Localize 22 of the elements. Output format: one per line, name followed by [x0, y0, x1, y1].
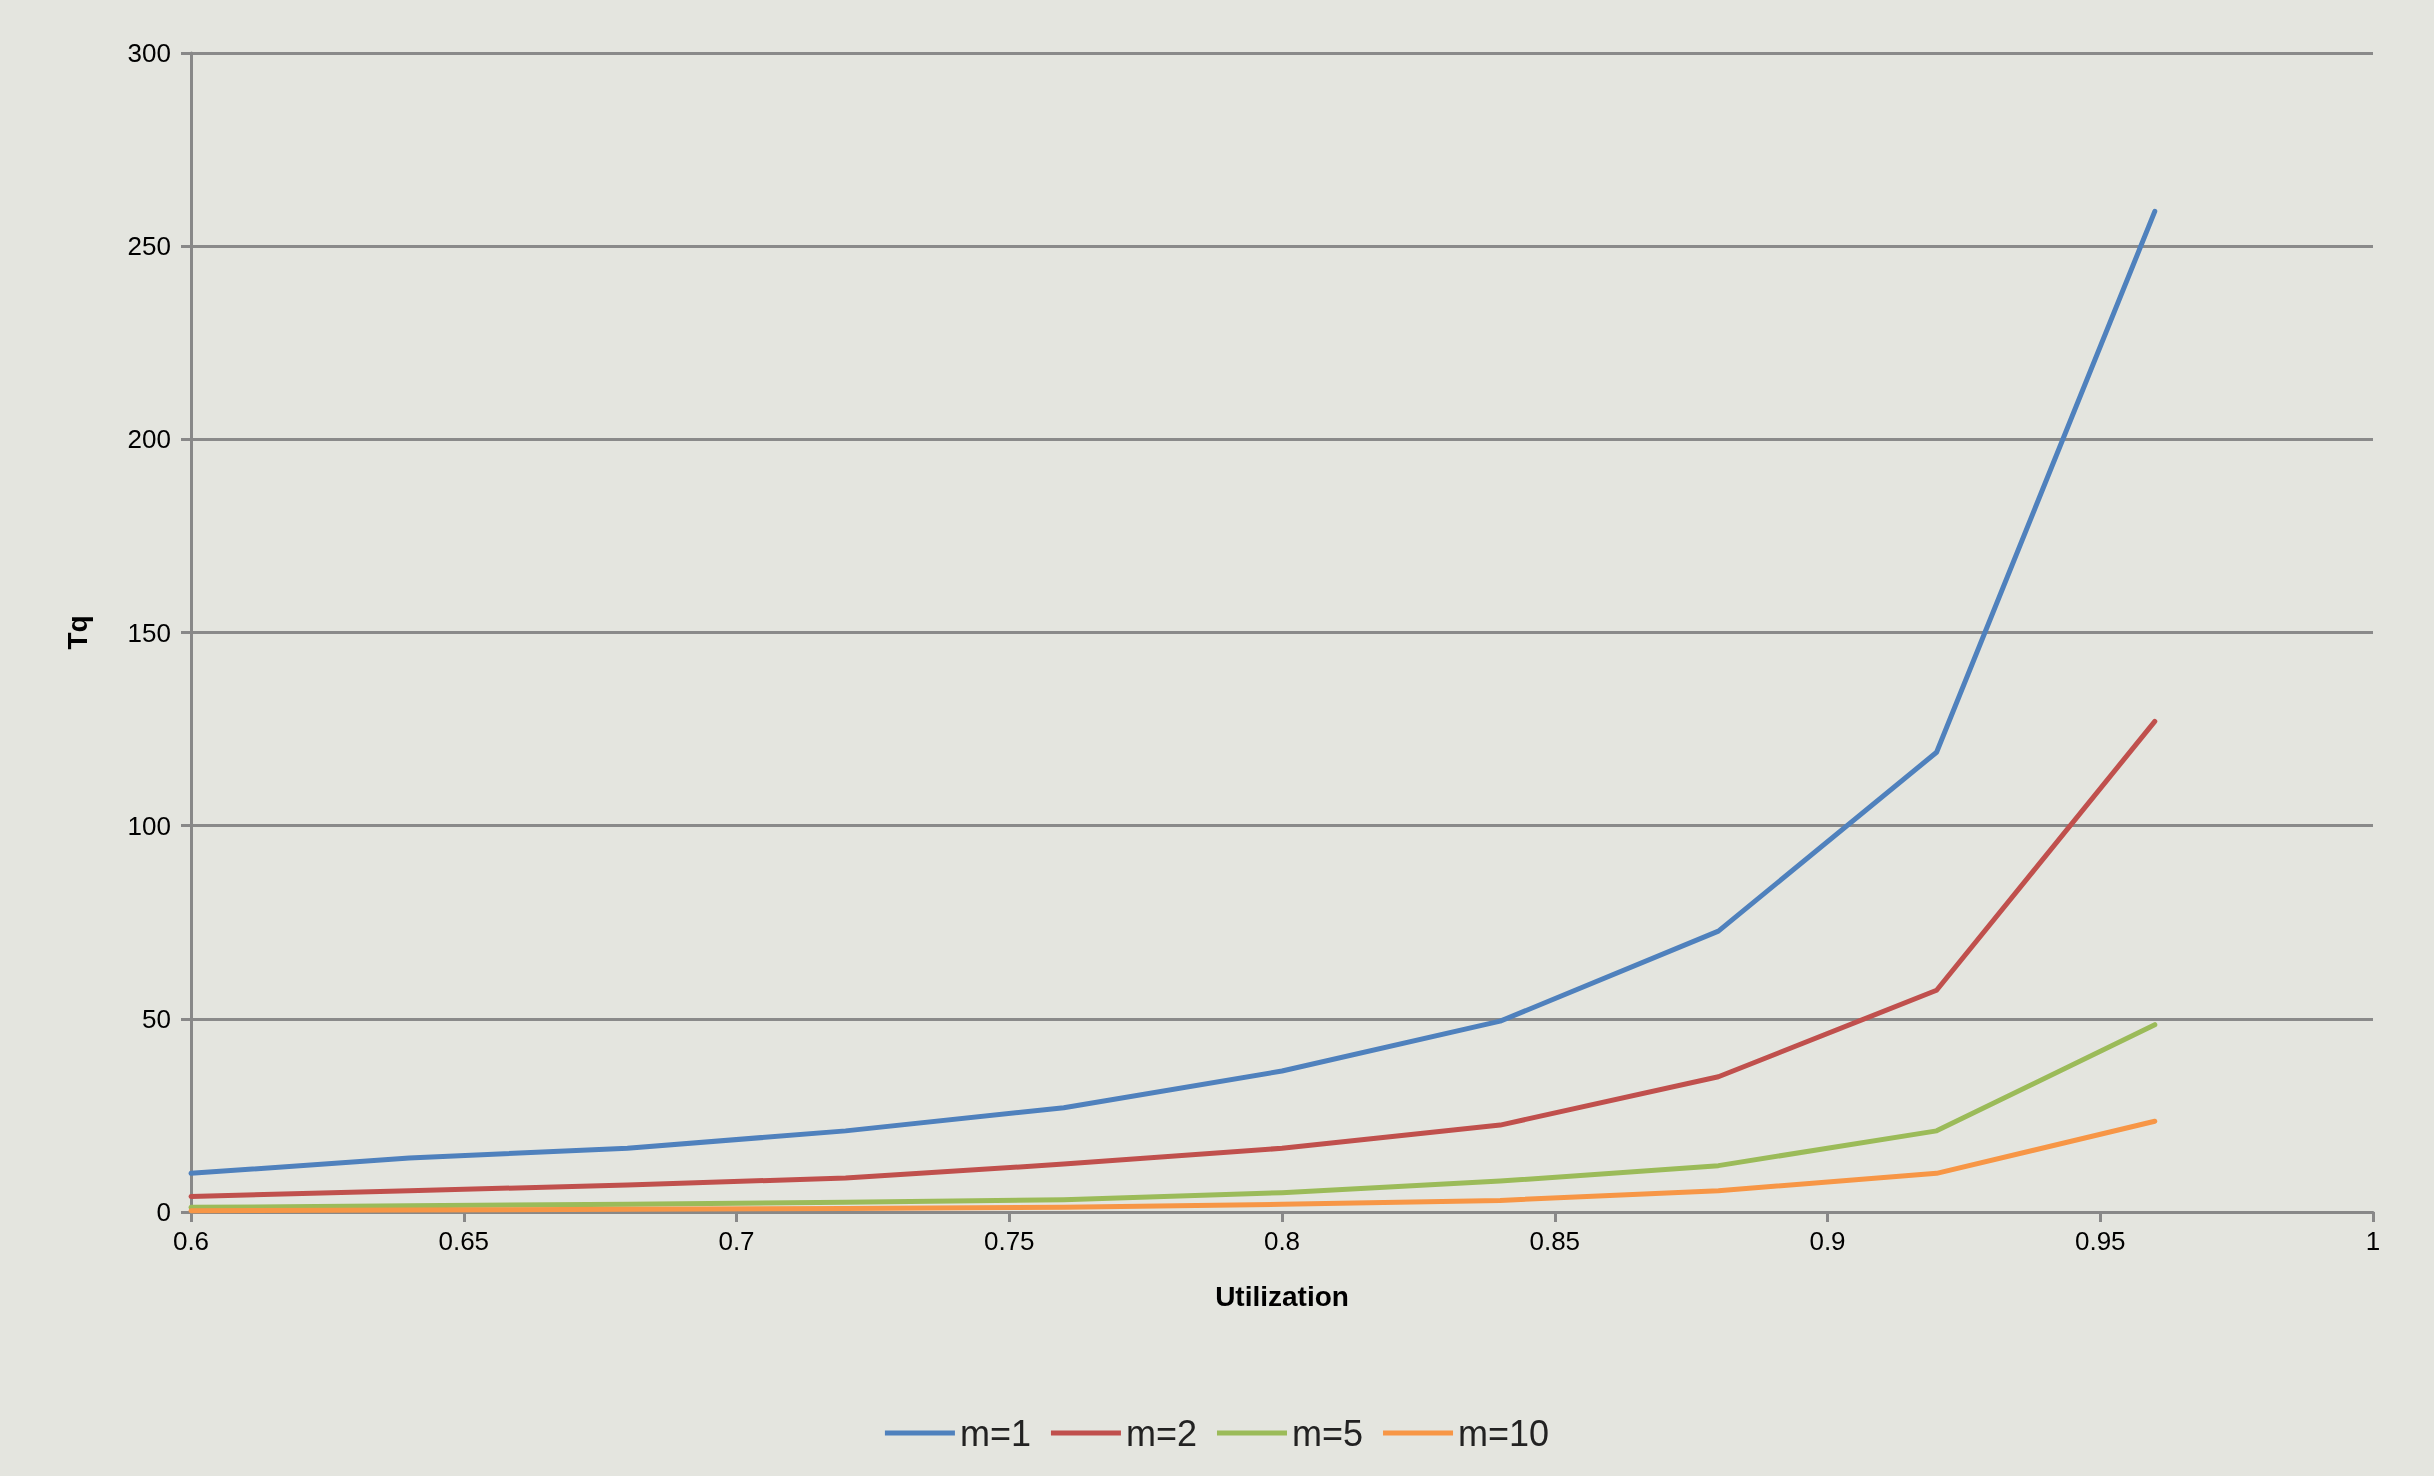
x-tick-label: 0.6 [172, 1226, 210, 1256]
x-tick-label: 0.9 [1809, 1226, 1846, 1256]
y-tick-label: 150 [127, 617, 171, 648]
legend-label: m=1 [959, 1412, 1031, 1454]
x-tick-label: 0.8 [1263, 1226, 1301, 1256]
x-tick-label: 1 [2365, 1226, 2381, 1256]
legend-label: m=5 [1291, 1412, 1364, 1454]
y-axis-title: Tq [61, 615, 93, 650]
x-tick-label: 0.75 [983, 1226, 1035, 1256]
legend-label: m=2 [1125, 1412, 1197, 1454]
x-tick-label: 0.85 [1529, 1226, 1581, 1256]
y-tick-label: 100 [127, 810, 171, 841]
y-tick-label: 300 [127, 38, 171, 68]
x-axis-title: Utilization [1215, 1280, 1349, 1312]
x-tick-label: 0.65 [438, 1226, 490, 1256]
y-tick-label: 250 [127, 231, 171, 262]
y-tick-label: 50 [142, 1003, 171, 1034]
legend-label: m=10 [1458, 1412, 1550, 1454]
x-tick-label: 0.95 [2074, 1226, 2126, 1256]
x-tick-label: 0.7 [718, 1226, 755, 1256]
y-tick-label: 0 [156, 1197, 171, 1227]
y-tick-label: 200 [127, 424, 171, 455]
